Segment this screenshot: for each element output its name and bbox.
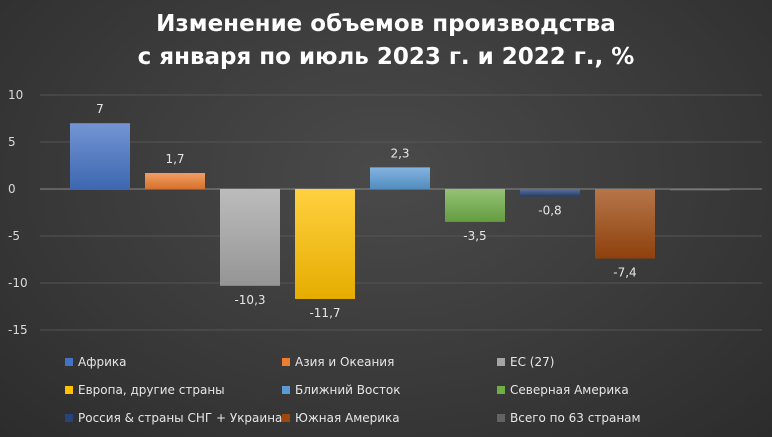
data-label: -3,5 — [463, 229, 486, 243]
legend-item-label: Европа, другие страны — [78, 383, 225, 397]
data-label: 1,7 — [165, 152, 184, 166]
chart-title-line-2: с января по июль 2023 г. и 2022 г., % — [137, 44, 635, 70]
chart-title: Изменение объемов производства с января … — [0, 8, 772, 74]
legend-swatch — [65, 414, 73, 422]
legend-swatch — [65, 386, 73, 394]
data-label: -7,4 — [613, 266, 636, 280]
legend-swatch — [497, 386, 505, 394]
legend-swatch — [497, 414, 505, 422]
y-tick-label: 0 — [8, 182, 16, 196]
bar — [295, 189, 355, 299]
legend-item-label: Россия & страны СНГ + Украина — [78, 411, 282, 425]
legend-swatch — [65, 358, 73, 366]
legend-swatch — [497, 358, 505, 366]
bar — [670, 189, 730, 191]
legend: Африка Азия и Океания ЕС (27) Европа, други… — [65, 355, 641, 425]
data-label: -10,3 — [234, 293, 265, 307]
data-label: 2,3 — [390, 146, 409, 160]
bar — [70, 123, 130, 189]
bars — [70, 123, 730, 299]
legend-item-label: Ближний Восток — [295, 383, 401, 397]
legend-item-label: Южная Америка — [295, 411, 400, 425]
legend-swatch — [282, 358, 290, 366]
legend-item-label: Северная Америка — [510, 383, 629, 397]
legend-item-label: Всего по 63 странам — [510, 411, 641, 425]
y-tick-label: 10 — [8, 88, 23, 102]
legend-item-label: ЕС (27) — [510, 355, 554, 369]
data-label: 7 — [96, 102, 104, 116]
y-tick-label: 5 — [8, 135, 16, 149]
bar — [370, 167, 430, 189]
y-tick-label: -15 — [8, 323, 28, 337]
legend-swatch — [282, 386, 290, 394]
data-labels: 7 1,7 -10,3 -11,7 2,3 -3,5 -0,8 -7,4 — [96, 102, 637, 320]
chart-title-line-1: Изменение объемов производства — [156, 11, 616, 37]
y-tick-label: -5 — [8, 229, 20, 243]
bar — [445, 189, 505, 222]
legend-item-label: Азия и Океания — [295, 355, 394, 369]
data-label: -0,8 — [538, 204, 561, 218]
bar — [220, 189, 280, 286]
bar — [595, 189, 655, 259]
bar — [520, 189, 580, 197]
legend-swatch — [282, 414, 290, 422]
data-label: -11,7 — [309, 306, 340, 320]
bar — [145, 173, 205, 189]
legend-item-label: Африка — [78, 355, 127, 369]
y-axis: 10 5 0 -5 -10 -15 — [8, 88, 28, 337]
y-tick-label: -10 — [8, 276, 28, 290]
